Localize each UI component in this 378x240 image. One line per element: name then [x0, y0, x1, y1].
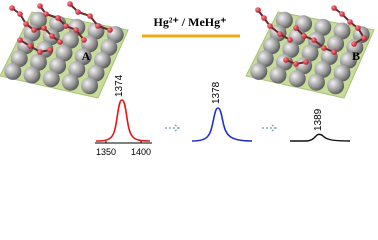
- molecule-atom: [301, 33, 307, 39]
- atom: [42, 70, 60, 88]
- molecule-atom: [55, 15, 61, 21]
- molecule-atom: [361, 35, 367, 41]
- molecule-atom: [347, 19, 353, 25]
- molecule-atom: [49, 33, 55, 39]
- atom: [49, 15, 67, 33]
- molecule-atom: [287, 37, 293, 43]
- molecule-atom: [321, 45, 327, 51]
- atom: [275, 11, 293, 29]
- molecule-atom: [47, 47, 53, 53]
- molecule-atom: [311, 37, 317, 43]
- molecule-atom: [303, 59, 309, 65]
- molecule-atom: [355, 25, 361, 31]
- molecule-atom: [57, 39, 63, 45]
- molecule-atom: [293, 25, 299, 31]
- atom: [301, 44, 319, 62]
- molecule-atom: [43, 11, 49, 17]
- atom: [256, 50, 274, 68]
- atom: [23, 66, 41, 84]
- atom: [61, 31, 79, 49]
- surface-b: [245, 5, 375, 99]
- atom: [333, 64, 351, 82]
- molecule-atom: [283, 57, 289, 63]
- molecule-atom: [87, 13, 93, 19]
- molecule-atom: [67, 1, 73, 7]
- molecule-atom: [331, 5, 337, 11]
- atom: [10, 50, 28, 68]
- atom: [74, 48, 92, 66]
- molecule-atom: [75, 9, 81, 15]
- molecule-atom: [73, 27, 79, 33]
- spectrum-blue: [191, 107, 253, 142]
- atom: [4, 62, 22, 80]
- atom: [250, 62, 268, 80]
- molecule-atom: [293, 61, 299, 67]
- molecule-atom: [277, 31, 283, 37]
- atom: [61, 73, 79, 91]
- atom: [81, 77, 99, 95]
- atom: [29, 11, 47, 29]
- molecule-atom: [9, 5, 15, 11]
- figure: A B Hg²⁺ / MeHg⁺ 1350 1400 1374 1378 138…: [0, 1, 375, 157]
- tick-label: 1400: [131, 147, 151, 157]
- molecule-atom: [37, 3, 43, 9]
- molecule-atom: [27, 43, 33, 49]
- atom: [55, 44, 73, 62]
- label-b: B: [352, 49, 360, 63]
- atom: [29, 53, 47, 71]
- peak-label: 1374: [114, 74, 125, 97]
- molecule-atom: [23, 21, 29, 27]
- atom: [87, 64, 105, 82]
- molecule-atom: [351, 41, 357, 47]
- molecule-atom: [331, 49, 337, 55]
- atom: [339, 51, 357, 69]
- atom: [314, 18, 332, 36]
- atom: [93, 51, 111, 69]
- molecule-atom: [63, 23, 69, 29]
- atom: [263, 37, 281, 55]
- atom: [307, 73, 325, 91]
- atom: [288, 70, 306, 88]
- label-a: A: [82, 49, 91, 63]
- reagent-label: Hg²⁺ / MeHg⁺: [154, 15, 227, 29]
- molecule-atom: [37, 49, 43, 55]
- atom: [346, 38, 364, 56]
- molecule-atom: [267, 23, 273, 29]
- atom: [49, 57, 67, 75]
- atom: [100, 38, 118, 56]
- spectrum-black: [290, 133, 351, 142]
- spectrum-red: [95, 99, 151, 142]
- peak-label: 1389: [313, 108, 324, 131]
- atom: [327, 35, 345, 53]
- molecule-atom: [339, 11, 345, 17]
- atom: [333, 22, 351, 40]
- atom: [269, 66, 287, 84]
- atom: [314, 60, 332, 78]
- step-arrow: [165, 124, 180, 132]
- atom: [68, 60, 86, 78]
- tick-label: 1350: [96, 147, 116, 157]
- molecule-atom: [17, 37, 23, 43]
- step-arrow: [262, 124, 277, 132]
- molecule-bond: [19, 39, 51, 54]
- molecule-atom: [17, 11, 23, 17]
- molecule-atom: [41, 25, 47, 31]
- molecule-atom: [107, 27, 113, 33]
- peak-label: 1378: [211, 81, 222, 104]
- atom: [282, 40, 300, 58]
- atom: [327, 77, 345, 95]
- molecule-atom: [31, 27, 37, 33]
- molecule-atom: [95, 23, 101, 29]
- molecule-atom: [255, 7, 261, 13]
- molecule-atom: [261, 15, 267, 21]
- atom: [295, 15, 313, 33]
- surface-a: [0, 1, 129, 99]
- molecule-atom: [81, 37, 87, 43]
